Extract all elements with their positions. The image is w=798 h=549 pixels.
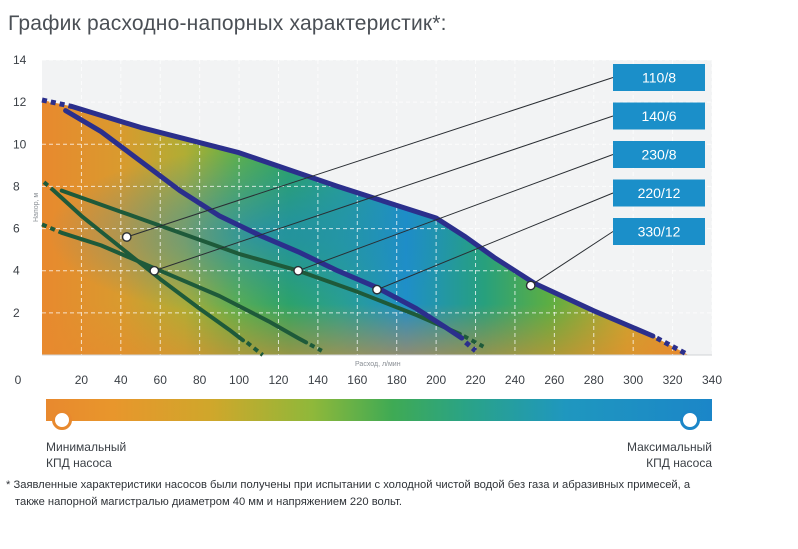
series-line-140/6 [59,230,309,345]
legend-label-220/12: 220/12 [638,185,681,201]
legend-box-220/12 [613,179,705,207]
x-tick-label: 280 [584,373,604,387]
leader-line-140/6 [154,115,614,272]
marker-220/12 [372,284,382,295]
legend-box-140/6 [613,102,705,130]
min-efficiency-label: Минимальный КПД насоса [46,439,126,471]
leader-line-330/12 [530,231,614,286]
y-tick-label: 10 [13,137,27,151]
series-tail-230/8 [462,334,485,349]
legend-box-110/8 [613,64,705,91]
legend-leaders [121,77,614,295]
legend: 110/8 140/6 230/8 220/12 330/12 [613,64,705,245]
legend-box-330/12 [613,218,705,245]
y-tick-label: 6 [13,222,20,236]
max-label-line2: КПД насоса [646,456,712,470]
x-tick-label: 120 [268,373,288,387]
marker-110/8 [121,232,132,242]
series-head-110/8 [42,180,56,193]
x-tick-label: 200 [426,373,446,387]
x-tick-label: 240 [505,373,525,387]
min-efficiency-marker [52,410,72,430]
x-tick-label: 340 [702,373,722,387]
legend-label-110/8: 110/8 [642,70,676,86]
x-tick-label: 20 [75,373,89,387]
pump-performance-chart: 110/8 140/6 230/8 220/12 330/12 0 20 40 60 80 100… [13,53,722,387]
max-efficiency-label: Максимальный КПД насоса [600,439,712,471]
x-tick-label: 300 [623,373,643,387]
footnote: * Заявленные характеристики насосов были… [6,477,796,511]
footnote-line2: также напорной магистралью диаметром 40 … [15,496,402,508]
y-tick-label: 12 [13,95,27,109]
x-tick-label: 320 [663,373,683,387]
series-curves [41,97,690,358]
leader-line-220/12 [376,192,614,291]
legend-label-140/6: 140/6 [641,108,676,124]
y-tick-label: 4 [13,264,20,278]
legend-label-330/12: 330/12 [638,224,681,240]
series-head-140/6 [41,222,63,235]
marker-230/8 [293,265,304,276]
axis-ticks: 0 20 40 60 80 100 120 140 160 180 200 220 240 260 280 3… [13,53,722,387]
series-line-230/8 [59,188,462,336]
series-tail-110/8 [245,340,264,357]
series-line-330/12 [69,103,656,339]
leader-line-230/8 [298,154,614,272]
legend-label-230/8: 230/8 [641,147,676,163]
marker-140/6 [149,265,160,276]
max-efficiency-marker [680,410,700,430]
series-tail-140/6 [309,342,323,353]
min-label-line2: КПД насоса [46,456,112,470]
max-label-line1: Максимальный [626,440,712,454]
min-label-line1: Минимальный [46,440,127,454]
y-tick-label: 8 [13,179,20,193]
x-axis-label: Расход, л/мин [355,361,401,368]
y-axis-label: Напор, м [33,193,40,222]
x-tick-label: 0 [15,373,22,387]
series-tail-220/12 [464,340,478,353]
x-tick-label: 60 [154,373,168,387]
marker-330/12 [525,280,536,291]
leader-line-110/8 [126,77,614,238]
x-tick-label: 220 [466,373,486,387]
legend-box-230/8 [613,141,705,168]
y-tick-label: 2 [13,306,20,320]
x-tick-label: 180 [387,373,407,387]
efficiency-gradient-bar [46,399,712,421]
x-tick-label: 100 [229,373,249,387]
y-tick-label: 14 [13,53,27,67]
footnote-line1: * Заявленные характеристики насосов были… [6,479,691,491]
x-tick-label: 40 [114,373,128,387]
series-line-110/8 [51,188,245,343]
series-tail-330/12 [655,335,690,358]
chart-title: График расходно-напорных характеристик*: [8,12,447,35]
series-line-220/12 [63,108,465,341]
x-tick-label: 80 [193,373,207,387]
x-tick-label: 140 [308,373,328,387]
x-tick-label: 260 [544,373,564,387]
x-tick-label: 160 [347,373,367,387]
